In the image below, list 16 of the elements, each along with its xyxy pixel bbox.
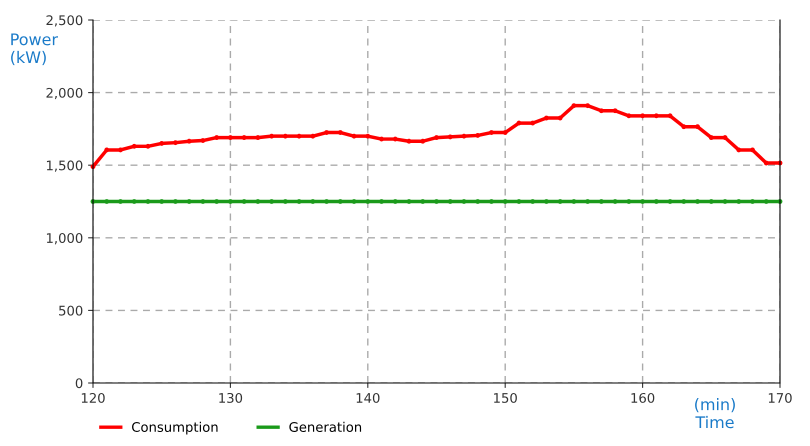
x-tick-label: 140: [356, 392, 380, 403]
legend-label: Generation: [289, 422, 362, 432]
y-tick-label: 0: [76, 378, 82, 388]
x-tick-label: 150: [494, 392, 517, 403]
x-tick-label: 170: [768, 392, 792, 403]
x-tick-label: 120: [82, 392, 105, 403]
y-tick-label: 2,000: [46, 88, 82, 100]
x-axis-title: (min) Time: [695, 398, 735, 428]
x-tick-label: 160: [631, 392, 654, 403]
legend-label: Consumption: [132, 422, 218, 435]
x-tick-label: 130: [219, 392, 242, 403]
y-axis-title: Power (kW): [11, 33, 58, 66]
y-tick-label: 2,500: [46, 15, 82, 27]
y-tick-label: 500: [59, 306, 82, 316]
y-tick-label: 1,000: [46, 233, 82, 244]
y-tick-label: 1,500: [46, 160, 82, 172]
